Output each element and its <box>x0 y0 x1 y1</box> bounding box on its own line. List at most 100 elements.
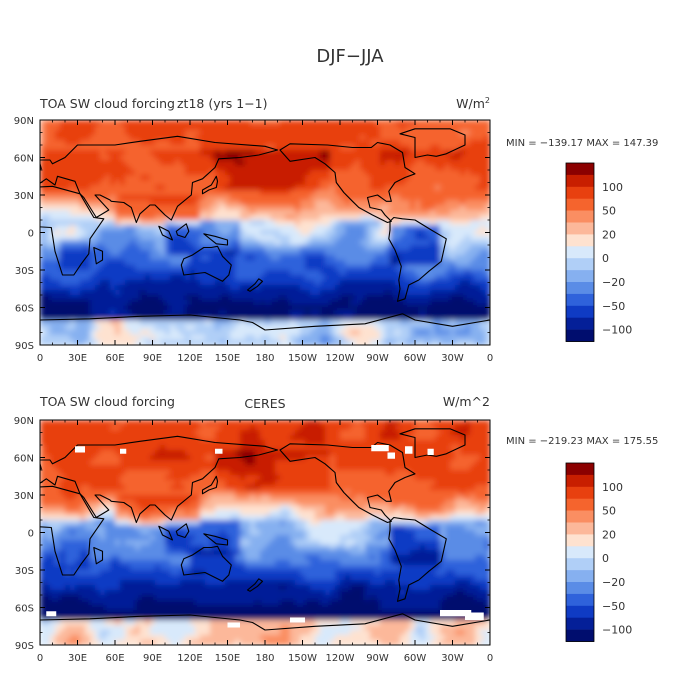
colorbar-label: −20 <box>602 276 625 289</box>
y-tick-label: 90S <box>15 641 34 652</box>
y-tick-label: 90N <box>14 416 34 427</box>
y-tick-label: 30N <box>14 191 34 202</box>
colorbar-label: −50 <box>602 300 625 313</box>
x-tick-label: 30E <box>68 653 87 664</box>
missing-data-patch <box>75 446 85 453</box>
colorbar-label: −100 <box>602 324 632 337</box>
panel-obs-units: W/m^2 <box>443 394 490 409</box>
y-tick-label: 90S <box>15 341 34 352</box>
x-tick-label: 60W <box>404 653 427 664</box>
colorbar-label: 20 <box>602 228 616 241</box>
y-tick-label: 60S <box>15 304 34 315</box>
missing-data-patch <box>120 448 127 454</box>
colorbar-label: −100 <box>602 624 632 637</box>
colorbar-swatch <box>566 174 594 188</box>
panel-model-title: TOA SW cloud forcing zt18 (yrs 1−1) <box>39 96 268 111</box>
colorbar-swatch <box>566 329 594 342</box>
x-tick-label: 60E <box>105 353 124 364</box>
x-tick-label: 30W <box>441 353 464 364</box>
x-tick-label: 90E <box>143 353 162 364</box>
colorbar-swatch <box>566 163 594 176</box>
panel-obs: TOA SW cloud forcing CERES W/m^2 0 30E 60E… <box>14 394 659 664</box>
y-tick-label: 30N <box>14 491 34 502</box>
colorbar-swatch <box>566 534 594 547</box>
y-tick-label: 0 <box>28 229 34 240</box>
x-tick-label: 150W <box>288 353 317 364</box>
colorbar-swatch <box>566 498 594 511</box>
colorbar-swatch <box>566 463 594 476</box>
x-tick-label: 120W <box>326 653 355 664</box>
y-tick-label: 60N <box>14 454 34 465</box>
missing-data-patch <box>290 617 305 623</box>
x-tick-label: 180 <box>255 353 274 364</box>
colorbar-swatch <box>566 198 594 211</box>
colorbar-label: 100 <box>602 181 623 194</box>
colorbar-label: 20 <box>602 528 616 541</box>
x-tick-label: 0 <box>487 353 493 364</box>
y-tick-label: 30S <box>15 566 34 577</box>
missing-data-patch <box>371 445 389 452</box>
x-tick-label: 60W <box>404 353 427 364</box>
colorbar-swatch <box>566 246 594 259</box>
x-tick-label: 150E <box>215 353 240 364</box>
x-tick-label: 0 <box>37 353 43 364</box>
missing-data-patch <box>215 448 223 454</box>
colorbar-swatch <box>566 293 594 307</box>
colorbar-swatch <box>566 270 594 283</box>
colorbar-swatch <box>566 474 594 488</box>
colorbar-label: 0 <box>602 252 609 265</box>
x-tick-label: 60E <box>105 653 124 664</box>
panel-obs-map <box>40 420 490 645</box>
colorbar-label: 50 <box>602 505 616 518</box>
y-tick-label: 0 <box>28 529 34 540</box>
x-tick-label: 150W <box>288 653 317 664</box>
x-tick-label: 0 <box>487 653 493 664</box>
x-tick-label: 120E <box>177 353 202 364</box>
colorbar-swatch <box>566 282 594 295</box>
colorbar-swatch <box>566 582 594 595</box>
x-tick-label: 150E <box>215 653 240 664</box>
y-tick-label: 60S <box>15 604 34 615</box>
colorbar-swatch <box>566 486 594 499</box>
panel-model: TOA SW cloud forcing zt18 (yrs 1−1) W/m2 … <box>14 96 659 364</box>
x-tick-label: 90W <box>366 653 389 664</box>
colorbar-swatch <box>566 629 594 642</box>
missing-data-patch <box>46 611 57 617</box>
colorbar-swatch <box>566 222 594 235</box>
x-tick-label: 90W <box>366 353 389 364</box>
colorbar-swatch <box>566 510 594 523</box>
colorbar-swatch <box>566 617 594 630</box>
x-tick-label: 30E <box>68 353 87 364</box>
colorbar-swatch <box>566 210 594 223</box>
missing-data-patch <box>227 622 240 628</box>
colorbar-swatch <box>566 605 594 618</box>
colorbar-swatch <box>566 258 594 271</box>
figure-title: DJF−JJA <box>316 46 384 67</box>
y-tick-label: 60N <box>14 154 34 165</box>
panel-obs-stats: MIN = −219.23 MAX = 175.55 <box>506 436 658 447</box>
panel-model-map <box>40 120 490 345</box>
missing-data-patch <box>387 452 395 459</box>
panel-obs-case: CERES <box>244 396 285 411</box>
missing-data-patch <box>405 446 413 454</box>
x-tick-label: 30W <box>441 653 464 664</box>
colorbar-swatch <box>566 317 594 330</box>
colorbar-swatch <box>566 570 594 583</box>
colorbar-swatch <box>566 593 594 607</box>
panel-obs-colorbar: 100 50 20 0 −20 −50 −100 <box>565 462 632 642</box>
colorbar-label: −20 <box>602 576 625 589</box>
x-tick-label: 90E <box>143 653 162 664</box>
missing-data-patch <box>465 612 484 620</box>
missing-data-patch <box>440 610 472 617</box>
y-tick-label: 90N <box>14 116 34 127</box>
colorbar-label: −50 <box>602 600 625 613</box>
missing-data-patch <box>427 448 434 455</box>
colorbar-label: 0 <box>602 552 609 565</box>
colorbar-swatch <box>566 305 594 318</box>
colorbar-swatch <box>566 186 594 199</box>
colorbar-label: 50 <box>602 205 616 218</box>
x-tick-label: 120W <box>326 353 355 364</box>
y-tick-label: 30S <box>15 266 34 277</box>
colorbar-swatch <box>566 234 594 247</box>
